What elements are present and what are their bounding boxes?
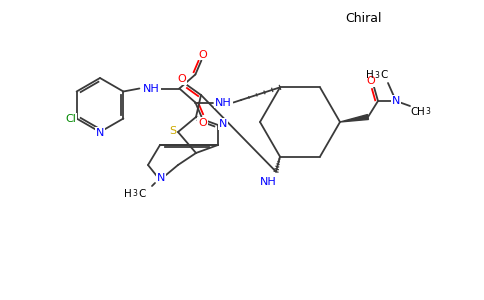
Text: 3: 3 xyxy=(375,70,379,80)
Text: N: N xyxy=(157,173,165,183)
Text: Cl: Cl xyxy=(65,113,76,124)
Polygon shape xyxy=(340,115,368,122)
Text: O: O xyxy=(198,118,207,128)
Text: 3: 3 xyxy=(133,190,137,199)
Text: 3: 3 xyxy=(425,107,430,116)
Text: NH: NH xyxy=(215,98,232,107)
Text: O: O xyxy=(366,76,376,86)
Text: NH: NH xyxy=(143,83,160,94)
Text: H: H xyxy=(417,107,425,117)
Text: N: N xyxy=(219,119,227,129)
Text: N: N xyxy=(96,128,104,138)
Text: C: C xyxy=(410,107,418,117)
Text: H: H xyxy=(124,189,132,199)
Text: NH: NH xyxy=(259,177,276,187)
Text: O: O xyxy=(198,50,207,59)
Text: S: S xyxy=(169,126,177,136)
Text: H: H xyxy=(366,70,374,80)
Text: Chiral: Chiral xyxy=(345,11,381,25)
Text: O: O xyxy=(178,74,186,84)
Text: C: C xyxy=(138,189,146,199)
Text: C: C xyxy=(380,70,388,80)
Text: N: N xyxy=(392,96,400,106)
